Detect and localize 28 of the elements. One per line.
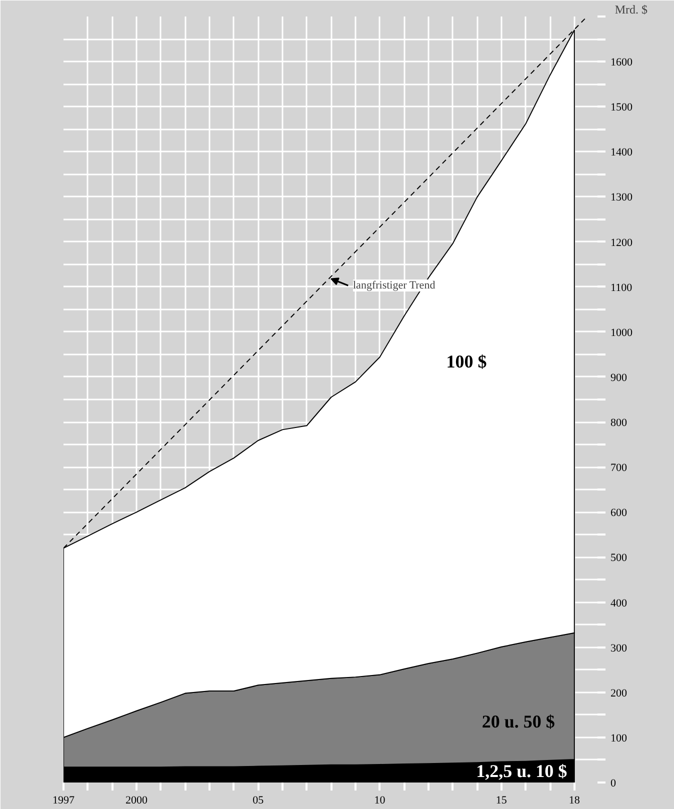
y-tick-label: 1100: [610, 282, 633, 294]
y-tick-label: 1200: [610, 236, 633, 249]
series-label: 100 $: [446, 352, 487, 372]
y-tick-label: 600: [610, 507, 628, 520]
y-tick-label: 1300: [610, 192, 633, 204]
y-tick-label: 200: [610, 687, 628, 700]
x-tick-label: 15: [496, 794, 508, 806]
y-tick-label: 500: [610, 552, 628, 564]
y-tick-label: 700: [610, 462, 628, 474]
x-tick-label: 18: [568, 794, 580, 806]
series-label: 1,2,5 u. 10 $: [476, 761, 568, 782]
y-tick-label: 300: [610, 642, 628, 654]
y-tick-label: 1500: [610, 102, 633, 114]
x-tick-label: 05: [252, 794, 264, 806]
x-tick-label: 10: [374, 794, 386, 806]
series-label: 20 u. 50 $: [482, 712, 555, 732]
annotation: langfristiger Trend: [353, 280, 436, 292]
y-tick-label: 0: [610, 778, 616, 790]
x-tick-label: 2000: [125, 794, 148, 806]
y-tick-label: 100: [610, 732, 628, 744]
y-axis-title: Mrd. $: [614, 2, 648, 16]
y-tick-label: 1600: [610, 56, 633, 69]
y-tick-label: 1400: [610, 146, 633, 159]
y-tick-label: 800: [610, 417, 628, 430]
y-tick-label: 400: [610, 597, 628, 610]
y-tick-label: 900: [610, 372, 628, 384]
x-tick-label: 1997: [52, 794, 75, 806]
y-tick-label: 1000: [610, 326, 633, 339]
